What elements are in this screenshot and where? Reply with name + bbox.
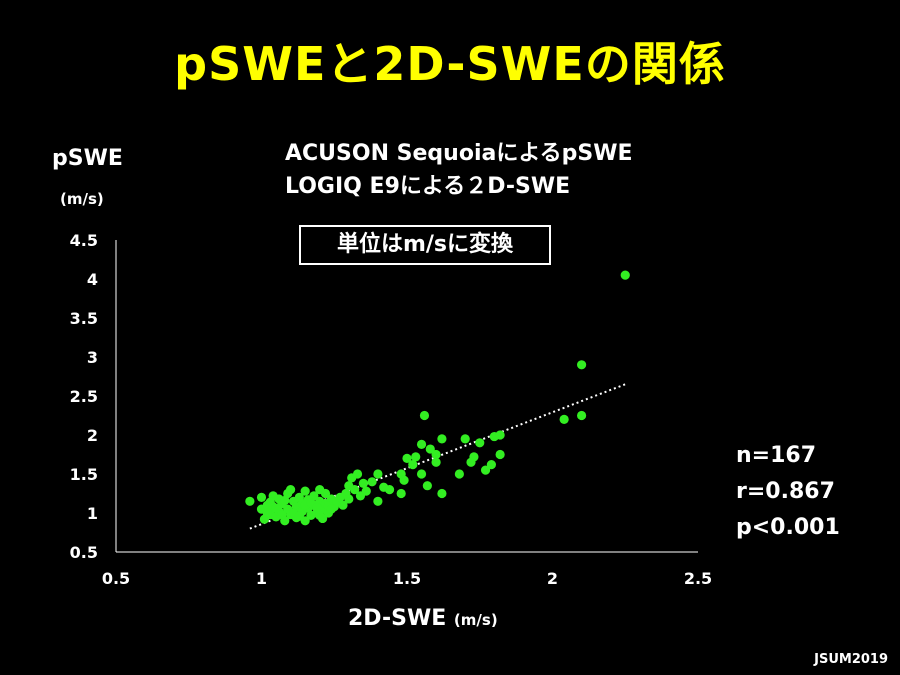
x-tick-label: 1 — [256, 569, 267, 588]
data-point — [294, 511, 304, 521]
data-point — [577, 410, 587, 421]
data-point — [411, 452, 421, 462]
y-tick-label: 3.5 — [70, 309, 98, 328]
data-point — [358, 478, 368, 488]
data-point — [495, 430, 505, 440]
y-tick-label: 2 — [87, 426, 98, 445]
x-axis-label: 2D-SWE — [348, 606, 447, 631]
y-axis-label: pSWE — [52, 146, 123, 171]
stats-block: n=167 r=0.867 p<0.001 — [736, 438, 840, 546]
x-tick-label: 2.5 — [684, 569, 712, 588]
data-point — [460, 434, 470, 444]
data-point — [280, 495, 290, 506]
data-point — [312, 502, 322, 513]
data-point — [437, 434, 447, 444]
data-point — [245, 496, 255, 506]
data-point — [315, 510, 325, 520]
stat-n: n=167 — [736, 443, 817, 468]
data-point — [559, 414, 569, 424]
credit-label: JSUM2019 — [814, 652, 888, 667]
data-point — [620, 270, 630, 280]
data-point — [271, 503, 281, 513]
data-point — [475, 438, 485, 448]
data-point — [262, 508, 272, 518]
data-point — [486, 460, 496, 470]
data-point — [286, 485, 296, 495]
data-point — [422, 481, 432, 491]
device-info: ACUSON SequoiaによるpSWE LOGIQ E9による２D-SWE — [285, 137, 633, 203]
data-point — [338, 500, 348, 510]
data-point — [416, 469, 427, 479]
data-point — [326, 504, 336, 514]
y-tick-label: 1.5 — [70, 465, 98, 484]
data-point — [367, 477, 377, 487]
unit-note-box: 単位はm/sに変換 — [299, 225, 551, 265]
y-tick-label: 1 — [87, 504, 98, 523]
info-line-pswe: ACUSON SequoiaによるpSWE — [285, 141, 633, 166]
data-point — [480, 465, 491, 475]
slide-title: pSWEと2D-SWEの関係 — [174, 37, 726, 91]
data-point — [309, 491, 319, 501]
data-point — [437, 488, 447, 499]
data-point — [419, 410, 430, 421]
data-point — [256, 492, 267, 502]
data-point — [373, 469, 383, 479]
x-tick-label: 0.5 — [102, 569, 130, 588]
data-point — [431, 449, 441, 460]
data-point — [361, 486, 371, 496]
x-tick-label: 2 — [547, 569, 558, 588]
data-point — [277, 509, 287, 520]
data-point — [352, 469, 363, 479]
y-tick-label: 3 — [87, 348, 98, 367]
x-axis-unit: (m/s) — [453, 611, 498, 629]
data-point — [350, 485, 360, 495]
x-tick-label: 1.5 — [393, 569, 421, 588]
y-tick-label: 4 — [87, 270, 98, 289]
data-point — [495, 449, 505, 460]
data-point — [344, 494, 354, 504]
y-tick-label: 4.5 — [70, 231, 98, 250]
x-axis-label-group: 2D-SWE (m/s) — [348, 606, 498, 631]
data-point — [408, 460, 418, 470]
data-point — [469, 452, 479, 462]
stat-p: p<0.001 — [736, 515, 840, 540]
data-point — [373, 496, 383, 506]
data-point — [454, 469, 464, 479]
info-line-2dswe: LOGIQ E9による２D-SWE — [285, 174, 571, 199]
data-point — [396, 488, 406, 499]
data-point — [265, 497, 275, 507]
data-point — [384, 485, 395, 495]
data-point — [320, 488, 331, 499]
y-tick-label: 2.5 — [70, 387, 98, 406]
data-point — [399, 475, 409, 485]
y-axis-unit: (m/s) — [60, 190, 104, 208]
data-point — [300, 486, 310, 496]
stat-r: r=0.867 — [736, 479, 835, 504]
data-point — [577, 360, 587, 370]
data-point — [431, 457, 441, 467]
data-point — [416, 439, 427, 449]
y-tick-label: 0.5 — [70, 543, 98, 562]
data-point — [425, 444, 435, 454]
data-point — [402, 453, 412, 463]
